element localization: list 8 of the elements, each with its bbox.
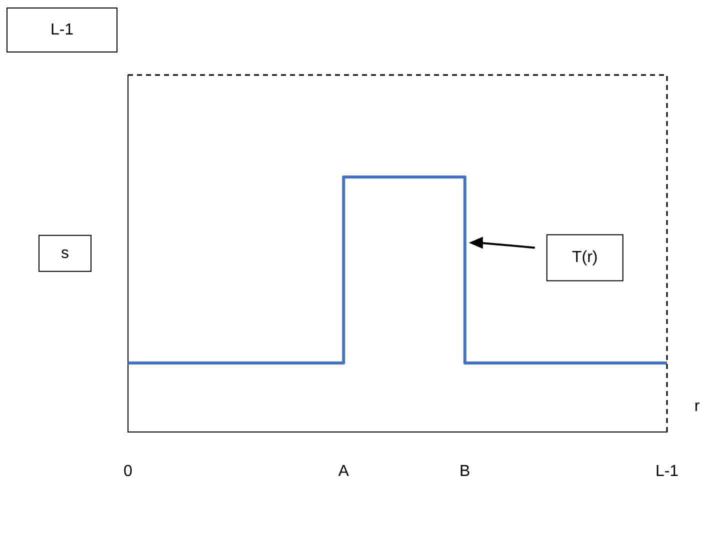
x-tick-label: 0 bbox=[124, 462, 133, 480]
x-tick-label: L-1 bbox=[655, 462, 679, 480]
annotation: T(r) bbox=[572, 249, 598, 266]
y-axis-title: s bbox=[61, 244, 69, 262]
text: L-1 bbox=[50, 21, 74, 38]
x-tick-label: A bbox=[338, 462, 350, 480]
x-tick-label: B bbox=[460, 462, 470, 480]
x-axis-title: r bbox=[694, 398, 700, 416]
